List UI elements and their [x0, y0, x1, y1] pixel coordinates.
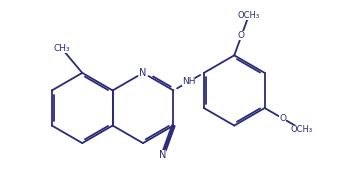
Text: N: N — [159, 150, 166, 160]
Text: NH: NH — [182, 77, 196, 86]
Text: O: O — [238, 31, 245, 40]
Text: OCH₃: OCH₃ — [290, 124, 312, 134]
Text: CH₃: CH₃ — [54, 44, 70, 53]
Text: OCH₃: OCH₃ — [238, 11, 260, 20]
Text: N: N — [139, 68, 147, 78]
Text: O: O — [280, 114, 286, 123]
